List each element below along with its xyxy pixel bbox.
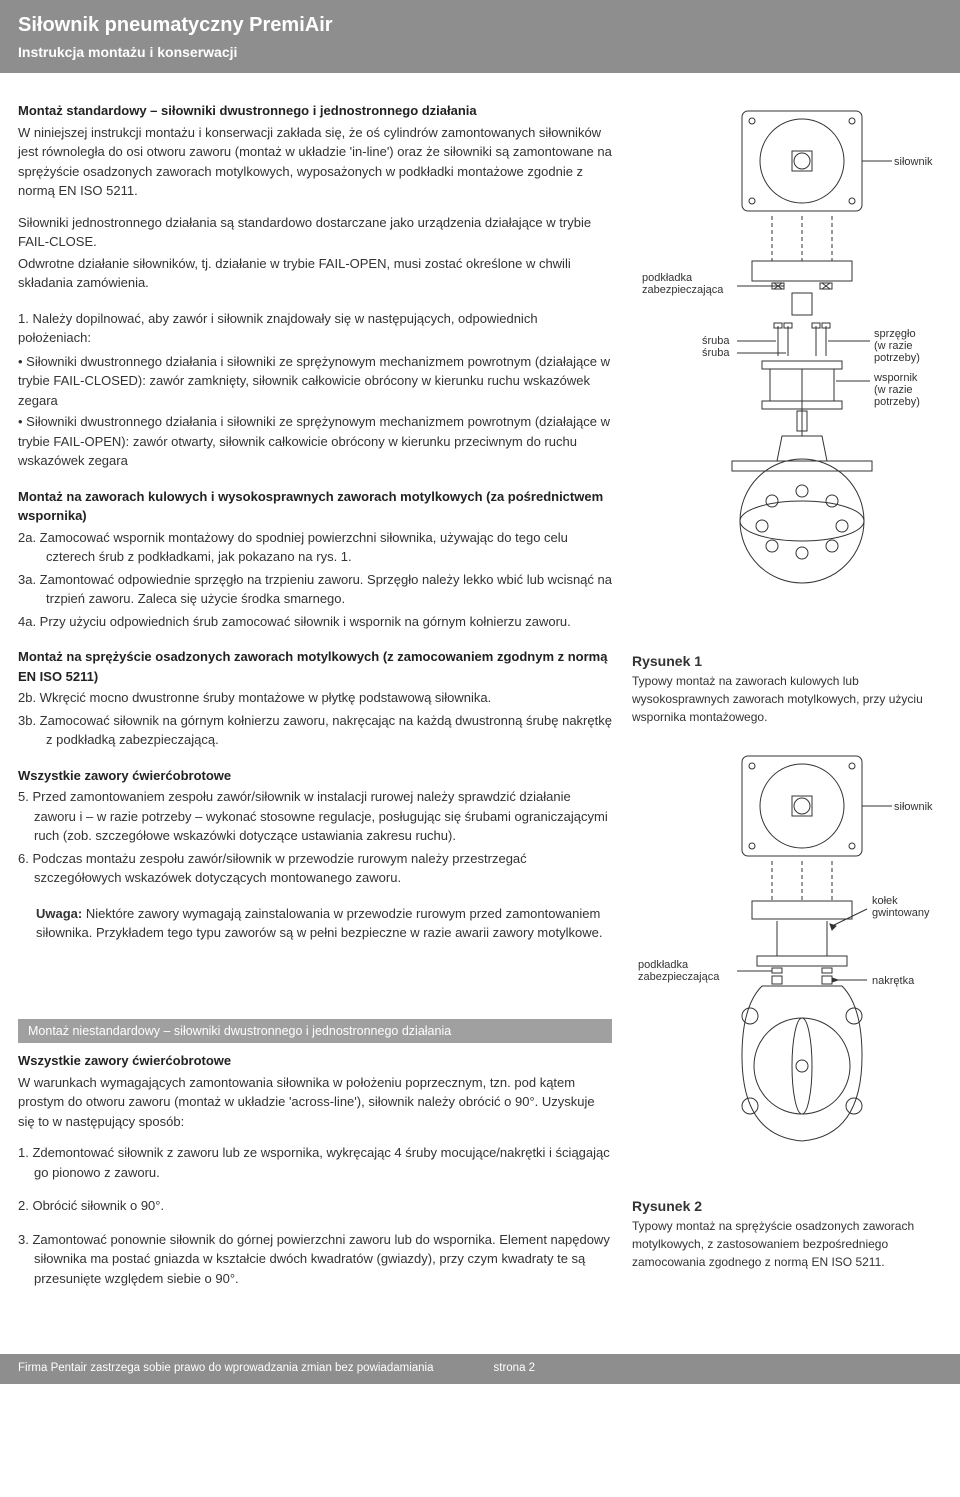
page-content: Montaż standardowy – siłowniki dwustronn… bbox=[0, 73, 960, 1314]
list1-b2: • Siłowniki dwustronnego działania i sił… bbox=[18, 412, 612, 471]
s5-5: 5. Przed zamontowaniem zespołu zawór/sił… bbox=[18, 787, 612, 846]
doc-subtitle: Instrukcja montażu i konserwacji bbox=[18, 42, 942, 63]
footer-page: strona 2 bbox=[494, 1360, 536, 1377]
s6-1: 1. Zdemontować siłownik z zaworu lub ze … bbox=[18, 1143, 612, 1182]
section6-p1: W warunkach wymagających zamontowania si… bbox=[18, 1073, 612, 1132]
page-header: Siłownik pneumatyczny PremiAir Instrukcj… bbox=[0, 0, 960, 73]
graybar-nonstandard: Montaż niestandardowy – siłowniki dwustr… bbox=[18, 1019, 612, 1044]
fig1-label-bracket1: wspornik bbox=[873, 372, 918, 384]
s6-2: 2. Obrócić siłownik o 90°. bbox=[18, 1196, 612, 1216]
s4-3b: 3b. Zamocować siłownik na górnym kołnier… bbox=[18, 711, 612, 750]
s4-2b: 2b. Wkręcić mocno dwustronne śruby monta… bbox=[18, 688, 612, 708]
fig1-label-coupling2: (w razie bbox=[874, 340, 913, 352]
fig1-label-bolt: śruba bbox=[702, 335, 730, 347]
fig1-title: Rysunek 1 bbox=[632, 651, 942, 672]
fig1-label-coupling1: sprzęgło bbox=[874, 328, 916, 340]
fig1-label-bracket3: potrzeby) bbox=[874, 396, 920, 408]
figure-2: siłownik kołek gwintowany podkładka zabe… bbox=[632, 746, 942, 1271]
fig2-label-actuator: siłownik bbox=[894, 801, 933, 813]
s5-6: 6. Podczas montażu zespołu zawór/siłowni… bbox=[18, 849, 612, 888]
section6-title: Wszystkie zawory ćwierćobrotowe bbox=[18, 1051, 612, 1071]
fig2-caption: Typowy montaż na sprężyście osadzonych z… bbox=[632, 1217, 942, 1271]
text-column: Montaż standardowy – siłowniki dwustronn… bbox=[18, 101, 612, 1304]
s3-2a: 2a. Zamocować wspornik montażowy do spod… bbox=[18, 528, 612, 567]
fig1-label-actuator: siłownik bbox=[894, 156, 933, 168]
doc-title: Siłownik pneumatyczny PremiAir bbox=[18, 10, 942, 40]
list1-b1: • Siłowniki dwustronnego działania i sił… bbox=[18, 352, 612, 411]
s6-3: 3. Zamontować ponownie siłownik do górne… bbox=[18, 1230, 612, 1289]
s3-4a: 4a. Przy użyciu odpowiednich śrub zamoco… bbox=[18, 612, 612, 632]
note-block: Uwaga: Niektóre zawory wymagają zainstal… bbox=[36, 904, 612, 943]
section4-title: Montaż na sprężyście osadzonych zaworach… bbox=[18, 647, 612, 686]
fig1-label-coupling3: potrzeby) bbox=[874, 352, 920, 364]
s3-3a: 3a. Zamontować odpowiednie sprzęgło na t… bbox=[18, 570, 612, 609]
fig2-label-lock2: zabezpieczająca bbox=[638, 971, 720, 983]
note-label: Uwaga: bbox=[36, 906, 82, 921]
fig1-label-lock1: podkładka bbox=[642, 272, 693, 284]
section1-title: Montaż standardowy – siłowniki dwustronn… bbox=[18, 101, 612, 121]
list1-lead: 1. Należy dopilnować, aby zawór i siłown… bbox=[18, 309, 612, 348]
fig1-caption: Typowy montaż na zaworach kulowych lub w… bbox=[632, 672, 942, 726]
fig2-label-lock1: podkładka bbox=[638, 959, 689, 971]
fig2-label-stud2: gwintowany bbox=[872, 907, 930, 919]
section1-p3: Odwrotne działanie siłowników, tj. dział… bbox=[18, 254, 612, 293]
section1-p1: W niniejszej instrukcji montażu i konser… bbox=[18, 123, 612, 201]
fig2-label-stud1: kołek bbox=[872, 895, 898, 907]
section5-title: Wszystkie zawory ćwierćobrotowe bbox=[18, 766, 612, 786]
section1-p2: Siłowniki jednostronnego działania są st… bbox=[18, 213, 612, 252]
footer-disclaimer: Firma Pentair zastrzega sobie prawo do w… bbox=[18, 1360, 434, 1377]
fig1-label-bolt2: śruba bbox=[702, 347, 730, 359]
figure-1: siłownik podkładka zabezpieczająca śruba… bbox=[632, 101, 942, 726]
fig2-title: Rysunek 2 bbox=[632, 1196, 942, 1217]
note-text: Niektóre zawory wymagają zainstalowania … bbox=[36, 906, 602, 941]
fig1-label-lock2: zabezpieczająca bbox=[642, 284, 724, 296]
figure-column: siłownik podkładka zabezpieczająca śruba… bbox=[632, 101, 942, 1304]
page-footer: Firma Pentair zastrzega sobie prawo do w… bbox=[0, 1354, 960, 1383]
section3-title: Montaż na zaworach kulowych i wysokospra… bbox=[18, 487, 612, 526]
fig1-label-bracket2: (w razie bbox=[874, 384, 913, 396]
fig2-label-nut: nakrętka bbox=[872, 975, 915, 987]
